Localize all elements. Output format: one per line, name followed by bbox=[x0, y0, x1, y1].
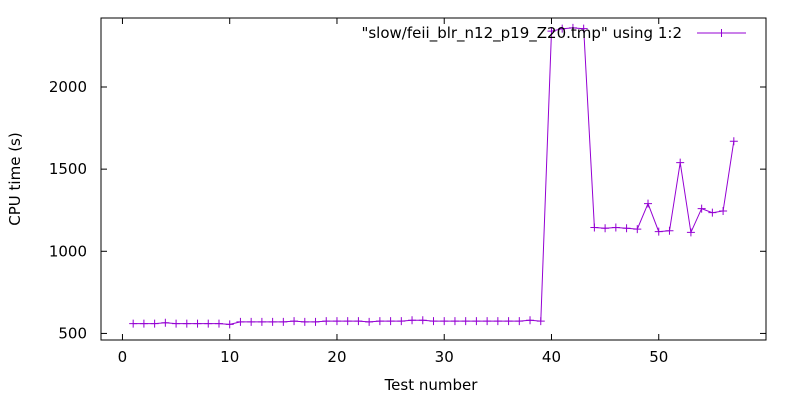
data-point bbox=[150, 319, 159, 328]
data-point bbox=[139, 319, 148, 328]
data-point bbox=[397, 317, 406, 326]
data-point bbox=[686, 228, 695, 237]
x-tick-label: 30 bbox=[435, 348, 454, 366]
data-point bbox=[182, 319, 191, 328]
data-point bbox=[247, 317, 256, 326]
data-point bbox=[547, 27, 556, 36]
data-point bbox=[257, 317, 266, 326]
x-tick-label: 50 bbox=[649, 348, 668, 366]
y-tick-label: 1000 bbox=[49, 242, 87, 260]
data-point bbox=[697, 204, 706, 213]
data-point bbox=[204, 319, 213, 328]
data-point bbox=[429, 317, 438, 326]
data-point bbox=[504, 317, 513, 326]
data-point bbox=[676, 158, 685, 167]
x-axis-label: Test number bbox=[384, 376, 479, 394]
data-point bbox=[611, 223, 620, 232]
data-point bbox=[644, 199, 653, 208]
data-point bbox=[493, 317, 502, 326]
series-layer bbox=[129, 23, 738, 329]
data-point bbox=[654, 227, 663, 236]
data-point bbox=[375, 317, 384, 326]
data-point bbox=[515, 317, 524, 326]
ticks-layer: 0 10 20 30 40 50 500 1000 1500 2000 bbox=[49, 18, 766, 366]
data-point bbox=[354, 317, 363, 326]
data-point bbox=[719, 207, 728, 216]
data-point bbox=[558, 24, 567, 33]
data-point bbox=[601, 224, 610, 233]
data-point bbox=[193, 319, 202, 328]
data-point bbox=[386, 317, 395, 326]
data-point bbox=[526, 316, 535, 325]
data-point bbox=[322, 317, 331, 326]
data-point bbox=[568, 23, 577, 32]
legend-label: "slow/feii_blr_n12_p19_Z20.tmp" using 1:… bbox=[361, 24, 682, 43]
data-point bbox=[536, 317, 545, 326]
data-point bbox=[236, 317, 245, 326]
data-point bbox=[279, 317, 288, 326]
x-tick-label: 40 bbox=[542, 348, 561, 366]
data-point bbox=[665, 226, 674, 235]
data-point bbox=[708, 208, 717, 217]
data-point bbox=[450, 317, 459, 326]
data-point bbox=[622, 224, 631, 233]
legend: "slow/feii_blr_n12_p19_Z20.tmp" using 1:… bbox=[361, 24, 746, 43]
data-point bbox=[311, 317, 320, 326]
x-tick-label: 20 bbox=[327, 348, 346, 366]
data-point bbox=[214, 319, 223, 328]
data-point bbox=[579, 24, 588, 33]
data-point bbox=[332, 317, 341, 326]
y-tick-label: 500 bbox=[58, 324, 87, 342]
data-point bbox=[300, 317, 309, 326]
series-line bbox=[133, 27, 735, 325]
y-axis-label: CPU time (s) bbox=[6, 132, 24, 225]
data-point bbox=[172, 319, 181, 328]
data-point bbox=[343, 317, 352, 326]
data-point bbox=[408, 316, 417, 325]
y-tick-label: 1500 bbox=[49, 160, 87, 178]
data-point bbox=[440, 317, 449, 326]
data-point bbox=[225, 320, 234, 329]
data-point bbox=[290, 317, 299, 326]
data-point bbox=[590, 223, 599, 232]
data-point bbox=[161, 318, 170, 327]
y-tick-label: 2000 bbox=[49, 78, 87, 96]
data-point bbox=[365, 317, 374, 326]
x-tick-label: 0 bbox=[118, 348, 128, 366]
data-point bbox=[268, 317, 277, 326]
data-point bbox=[633, 225, 642, 234]
data-point bbox=[729, 137, 738, 146]
data-point bbox=[418, 316, 427, 325]
data-point bbox=[461, 317, 470, 326]
data-point bbox=[483, 317, 492, 326]
plot-border bbox=[100, 17, 767, 341]
x-tick-label: 10 bbox=[220, 348, 239, 366]
data-point bbox=[129, 319, 138, 328]
data-point bbox=[472, 317, 481, 326]
legend-marker bbox=[717, 29, 726, 37]
